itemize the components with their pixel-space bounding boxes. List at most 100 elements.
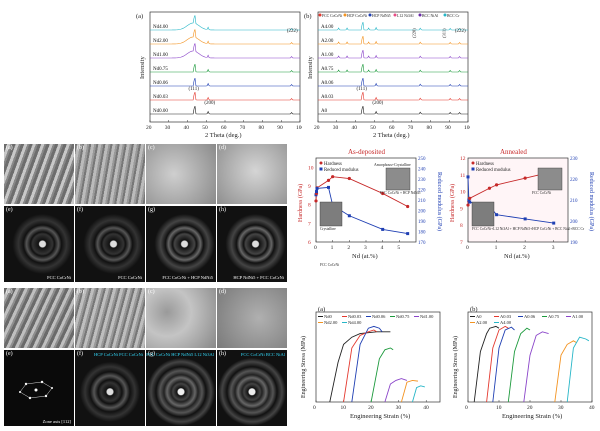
hardness-point <box>381 191 385 196</box>
modulus-point <box>315 190 318 194</box>
tem-image-bottom-a: (a) <box>4 288 74 348</box>
xtick-label: 10 <box>496 405 502 411</box>
xrd-xtick-label: 100 <box>296 125 302 131</box>
xrd-trace <box>318 49 468 59</box>
xrd-xtick-label: 30 <box>165 125 171 131</box>
saed-caption: FCC CoCrNi BCC NiAl <box>240 352 285 357</box>
yleft-tick-label: 8 <box>460 223 463 229</box>
saed-caption: Zone axis [112] <box>42 419 71 424</box>
xrd-trace <box>318 21 468 31</box>
xtick-label: 0 <box>314 245 317 251</box>
inset-label: FCC CoCrNi+L12 Ni3Al + HCP NdNi5+HCP CoC… <box>472 227 585 231</box>
saed-pattern-bottom-f: (f) HCP CoCrNi FCC CoCrNi <box>75 350 145 426</box>
inset-label: FCC CoCrNi <box>532 191 551 195</box>
stress-curve <box>507 327 531 403</box>
xtick-label: 1 <box>331 245 334 251</box>
xrd-peak-label: (200) <box>204 101 215 106</box>
chart-title: Annealed <box>500 148 527 156</box>
stress-strain-b-panel: (b) 0 10 20 30 40 Engineering Strain (%) Engine… <box>448 304 598 426</box>
yright-tick-label: 200 <box>418 210 426 215</box>
saed-label: (e) <box>6 207 13 213</box>
xrd-peak-label: (111) <box>356 87 367 92</box>
legend-label: A0.06 <box>524 314 536 319</box>
inset-micrograph <box>471 201 495 227</box>
modulus-point <box>466 175 470 179</box>
xrd-peak-label: (111) <box>188 87 199 92</box>
xrd-trace <box>150 63 300 73</box>
xrd-trace <box>150 91 300 101</box>
chart-title: As-deposited <box>348 148 385 156</box>
xrd-legend-marker <box>393 13 397 17</box>
xrd-xlabel: 2 Theta (deg.) <box>205 132 242 139</box>
hardness-deposited-svg: As-deposited 0 1 2 3 4 5 Nd (at.%) 6 7 8 9 10 170 180 1… <box>297 148 443 267</box>
yright-tick-label: 170 <box>418 241 426 246</box>
tem-label: (d) <box>219 145 226 151</box>
xrd-xtick-label: 40 <box>184 125 190 131</box>
xrd-xtick-label: 70 <box>408 125 414 131</box>
stress-curve <box>492 326 515 403</box>
xtick-label: 30 <box>396 405 402 411</box>
xrd-xtick-label: 80 <box>427 125 433 131</box>
legend-label: A1.00 <box>572 314 584 319</box>
xrd-xtick-label: 20 <box>314 125 320 131</box>
yright-tick-label: 230 <box>570 157 578 162</box>
xrd-sample-label: A1.00 <box>321 53 334 58</box>
tem-label: (a) <box>6 145 13 151</box>
tem-label: (b) <box>77 145 84 151</box>
yright-tick-label: 210 <box>418 199 426 204</box>
tem-label: (a) <box>6 289 13 295</box>
modulus-point <box>468 200 472 204</box>
legend-label: Nd0.03 <box>348 314 362 319</box>
yleft-tick-label: 9 <box>308 184 311 190</box>
xrd-xtick-label: 60 <box>221 125 227 131</box>
hardness-point <box>468 196 472 200</box>
saed-pattern-bottom-h: (h) FCC CoCrNi BCC NiAl <box>217 350 287 426</box>
stress-strain-a-panel: (a) 0 10 20 30 40 Engineering Strain (%) Engine… <box>296 304 446 426</box>
legend-label-modulus: Reduced modulus <box>324 168 359 173</box>
xtick-label: 0 <box>466 245 469 251</box>
saed-pattern-bottom-e: (e) Zone axis [112] <box>4 350 74 426</box>
yleft-tick-label: 7 <box>308 221 311 227</box>
yleft-label: Hardness (GPa) <box>297 184 304 222</box>
stress-curve <box>351 325 383 403</box>
saed-label: (h) <box>219 207 226 213</box>
xrd-legend-label: HCP NdNi5 <box>372 14 391 18</box>
zone-axis-spots <box>19 380 53 400</box>
xrd-peak-label: (220) <box>412 28 417 38</box>
modulus-point <box>381 227 385 231</box>
xlabel: Engineering Strain (%) <box>350 413 410 420</box>
xrd-xtick-label: 90 <box>277 125 283 131</box>
xrd-ylabel: Intensity <box>139 56 146 79</box>
stress-curve <box>343 329 377 403</box>
xrd-trace <box>318 105 468 115</box>
saed-label: (g) <box>148 207 155 213</box>
xtick-label: 2 <box>523 245 526 251</box>
hardness-point <box>347 176 351 181</box>
xrd-sample-label: Nd4.00 <box>153 25 168 30</box>
legend-label: A2.00 <box>476 320 488 325</box>
hardness-point <box>487 186 492 190</box>
tem-image-b: (b) <box>75 144 145 204</box>
saed-pattern-f: (f) FCC CoCrNi <box>75 206 145 282</box>
yright-label: Reduced modulus (GPa) <box>436 172 443 231</box>
xrd-sample-label: A2.00 <box>321 39 334 44</box>
xrd-xtick-label: 30 <box>333 125 339 131</box>
stress-curve <box>523 331 549 403</box>
yright-tick-label: 220 <box>570 178 578 183</box>
tem-image-bottom-d: (d) <box>217 288 287 348</box>
tem-label: (c) <box>148 145 155 151</box>
legend-label: Nd1.00 <box>420 314 434 319</box>
stress-curve <box>370 347 394 403</box>
yleft-tick-label: 7 <box>460 240 463 246</box>
inset-label: FCC CoCrNi <box>320 263 339 267</box>
saed-caption: FCC CoCrNi + HCP NdNi5 <box>162 275 213 280</box>
xrd-trace <box>318 91 468 101</box>
xrd-panel-label: (b) <box>304 13 312 20</box>
inset-micrograph <box>385 167 411 191</box>
yleft-tick-label: 10 <box>308 165 314 171</box>
xrd-xtick-label: 80 <box>259 125 265 131</box>
legend-label: Nd0.75 <box>396 314 410 319</box>
yright-tick-label: 180 <box>418 231 426 236</box>
xrd-xtick-label: 50 <box>202 125 208 131</box>
xrd-panel-a: 20 30 40 50 60 70 80 90 100 2 Theta (deg.) Intensi… <box>132 4 305 139</box>
